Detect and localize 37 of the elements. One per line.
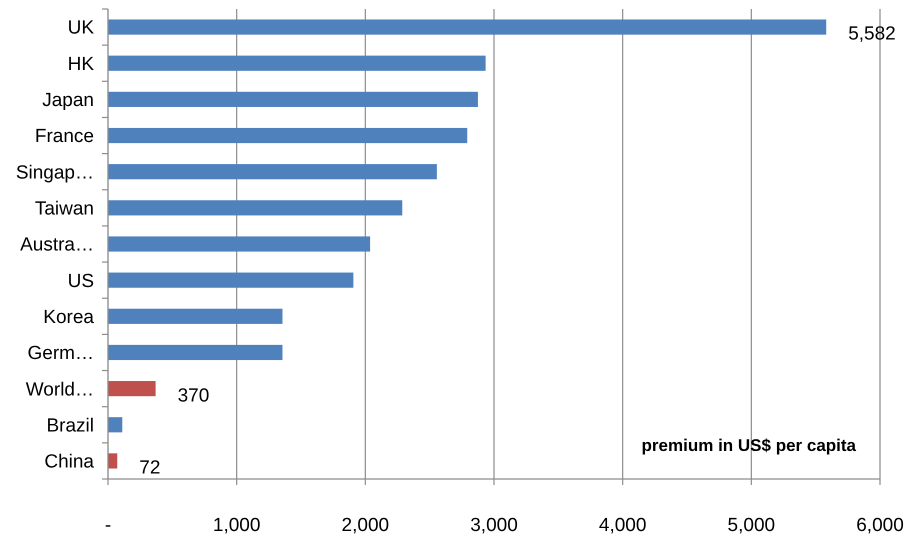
y-tick-label: China — [44, 452, 94, 473]
y-tick-label: UK — [68, 18, 94, 39]
bar — [108, 453, 118, 469]
y-tick-label: Brazil — [46, 415, 94, 436]
y-tick-label: US — [68, 270, 94, 292]
x-tick-label: 5,000 — [728, 515, 776, 536]
bar — [108, 381, 156, 396]
x-tick-label: 3,000 — [470, 515, 518, 536]
bar — [108, 164, 437, 180]
bar — [108, 92, 478, 107]
y-tick-label: Japan — [42, 90, 94, 112]
bar — [108, 308, 282, 324]
y-tick-label: France — [34, 126, 94, 148]
y-tick-label: Austra… — [20, 234, 94, 256]
bar — [108, 128, 468, 144]
y-tick-label: Korea — [43, 306, 94, 328]
y-tick-label: Taiwan — [34, 198, 94, 220]
x-tick-label: - — [104, 515, 112, 536]
data-label: 72 — [139, 458, 160, 479]
annotation: premium in US$ per capita — [642, 436, 857, 455]
x-tick-label: 6,000 — [856, 515, 904, 536]
x-tick-label: 2,000 — [342, 515, 390, 536]
x-tick-label: 4,000 — [598, 515, 646, 536]
bar — [108, 56, 486, 71]
y-tick-label: HK — [68, 54, 94, 75]
data-label: 370 — [178, 385, 210, 406]
bar — [108, 19, 826, 35]
bar — [108, 272, 354, 288]
x-tick-label: 1,000 — [212, 515, 260, 536]
data-label: 5,582 — [848, 24, 896, 45]
bar — [108, 200, 402, 216]
y-tick-label: Singap… — [16, 162, 94, 184]
bar — [108, 417, 122, 432]
y-tick-label: World… — [26, 379, 94, 400]
y-tick-label: Germ… — [28, 343, 94, 364]
bar — [108, 236, 370, 252]
bar — [108, 344, 282, 360]
